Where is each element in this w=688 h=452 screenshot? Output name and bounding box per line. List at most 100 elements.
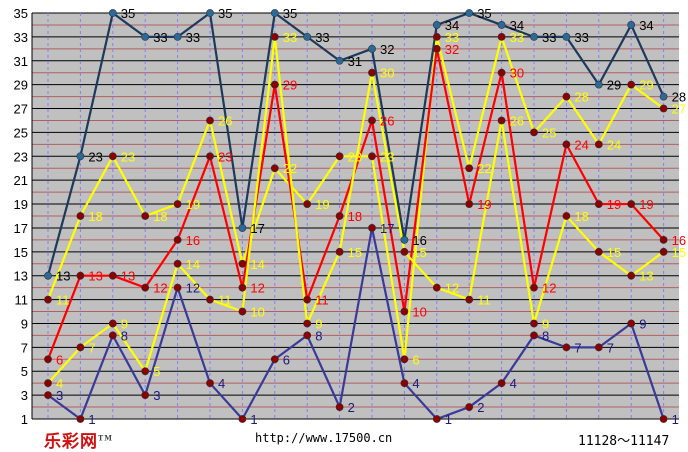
data-point [238,415,247,423]
series-line [47,35,665,384]
data-label: 26 [510,113,524,128]
data-label: 11 [218,293,232,308]
data-point [368,152,376,161]
y-tick-label: 15 [14,245,28,260]
data-label: 23 [380,149,394,164]
data-label: 14 [250,257,264,272]
data-point [432,44,441,53]
data-point [270,9,279,17]
data-label: 19 [186,197,200,212]
data-point [562,343,571,352]
data-point [497,379,506,388]
data-point [497,116,506,125]
data-point [270,32,279,41]
data-point [238,259,247,268]
data-label: 17 [250,221,264,236]
y-tick-label: 31 [14,54,28,69]
data-label: 30 [380,66,394,81]
data-label: 10 [412,305,426,320]
data-point [270,80,279,89]
data-point [400,379,409,388]
data-label: 19 [607,197,621,212]
data-point [76,271,85,280]
data-label: 13 [56,269,70,284]
data-point [432,32,441,41]
data-point [594,140,603,149]
data-point [659,104,668,113]
data-label: 17 [380,221,394,236]
data-point [368,116,376,125]
y-tick-label: 7 [21,340,28,355]
data-label: 34 [445,18,459,33]
y-tick-label: 21 [14,173,28,188]
data-label: 1 [250,412,257,427]
data-point [206,379,214,388]
data-label: 11 [315,293,329,308]
data-label: 22 [283,161,297,176]
data-label: 11 [477,293,491,308]
data-label: 23 [88,149,102,164]
data-point [335,56,344,65]
data-label: 28 [672,90,686,105]
data-point [594,247,603,256]
data-point [108,152,117,161]
y-tick-label: 11 [15,293,29,308]
data-point [303,32,312,41]
data-point [659,235,668,244]
data-label: 9 [315,316,322,331]
data-label: 18 [88,209,102,224]
data-point [627,200,636,208]
data-label: 33 [510,30,524,45]
data-point [530,331,538,340]
data-label: 4 [510,376,517,391]
data-label: 18 [574,209,588,224]
data-label: 16 [186,233,200,248]
data-label: 22 [477,161,491,176]
data-point [530,128,538,137]
data-point [400,355,409,364]
data-label: 33 [542,30,556,45]
data-label: 26 [380,113,394,128]
data-point [562,140,571,149]
data-label: 35 [218,6,232,21]
brand-text: 乐彩网 [44,432,98,452]
data-point [627,319,636,328]
data-point [465,200,474,208]
data-label: 29 [283,78,297,93]
data-point [270,355,279,364]
data-label: 13 [88,269,102,284]
data-label: 12 [542,281,556,296]
data-label: 24 [607,137,621,152]
brand-logo: 乐彩网TM [44,427,113,452]
data-point [76,415,85,423]
data-point [432,283,441,292]
data-label: 32 [380,42,394,57]
data-point [44,391,52,400]
data-label: 1 [445,412,452,427]
data-label: 9 [542,316,549,331]
data-point [44,355,52,364]
data-point [141,212,150,220]
data-label: 16 [412,233,426,248]
data-point [368,68,376,77]
y-tick-label: 35 [14,6,28,21]
data-label: 26 [218,113,232,128]
data-point [173,259,182,268]
data-label: 4 [56,376,63,391]
data-point [432,21,441,29]
data-label: 2 [477,400,484,415]
data-point [303,295,312,304]
data-point [400,235,409,244]
data-label: 23 [348,149,362,164]
data-label: 6 [412,352,419,367]
data-point [270,164,279,173]
data-point [594,200,603,208]
data-point [659,92,668,101]
data-label: 19 [477,197,491,212]
y-tick-label: 27 [14,102,28,117]
data-point [238,283,247,292]
data-point [400,247,409,256]
data-label: 34 [510,18,524,33]
data-label: 12 [186,281,200,296]
data-label: 5 [153,364,160,379]
